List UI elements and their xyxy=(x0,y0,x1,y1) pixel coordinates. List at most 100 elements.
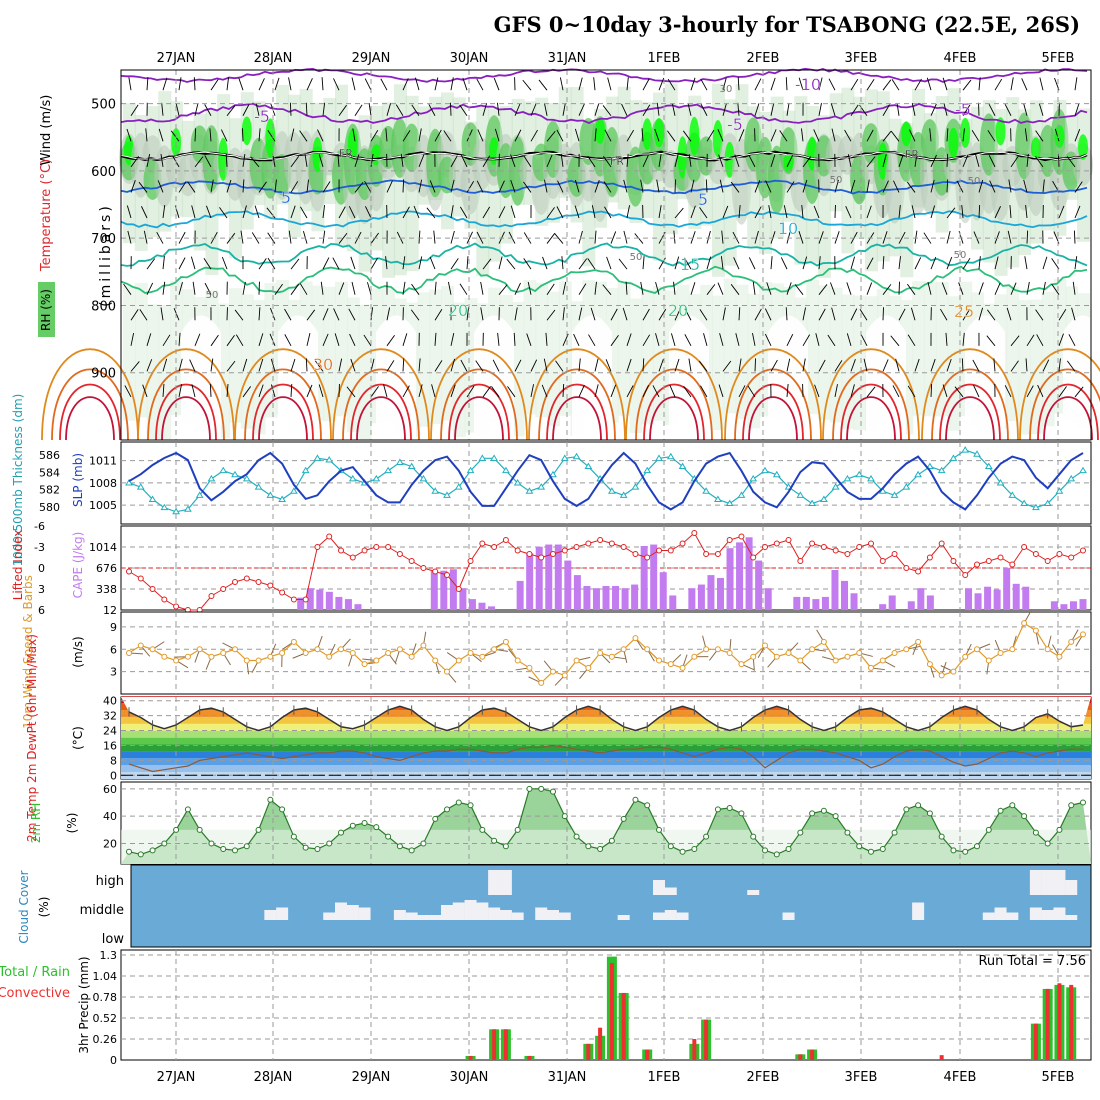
wind-barb xyxy=(988,103,996,116)
rh-shade xyxy=(335,281,348,417)
wind10-tick: 3 xyxy=(110,666,117,679)
wind-barb xyxy=(830,103,836,116)
wind-barb xyxy=(306,384,313,398)
slp-label: SLP (mb) xyxy=(71,453,85,507)
wind-barb xyxy=(754,230,759,244)
cape-bar xyxy=(802,596,810,610)
wind-barb xyxy=(258,333,264,346)
wind-barb xyxy=(258,78,265,91)
thickness-line-point xyxy=(572,452,581,460)
wind-barb xyxy=(930,154,937,168)
wind-barb xyxy=(190,256,196,270)
wind-barb xyxy=(866,156,876,168)
wind10-line-point xyxy=(856,650,863,656)
wind-barb xyxy=(1057,153,1060,167)
wind-barb xyxy=(418,179,423,193)
wind-barb xyxy=(770,129,777,142)
wind-barb xyxy=(786,358,791,372)
wind-barb xyxy=(946,179,949,193)
precip-conv-bar xyxy=(492,1029,497,1060)
temperature-contour xyxy=(161,396,211,441)
wind-barb xyxy=(402,256,406,270)
wind-barb xyxy=(978,77,981,91)
cape-bar xyxy=(707,575,715,610)
wind10-line-point xyxy=(255,657,262,664)
precip-tick: 0 xyxy=(110,1054,117,1067)
wind-barb xyxy=(194,333,201,346)
wind-barb xyxy=(623,230,628,244)
wind-barb xyxy=(699,309,708,321)
rh-shade xyxy=(452,302,466,437)
cloud-bar xyxy=(264,910,277,920)
wind-barb xyxy=(785,77,788,91)
contour-label: FR xyxy=(905,148,919,161)
lifted-index-line-point xyxy=(620,544,627,550)
rh-shade xyxy=(523,279,537,415)
wind-barb xyxy=(1042,256,1048,270)
temp2m-label: 2m Temp 2m DewPt (6hr Min/Max) xyxy=(25,634,39,842)
wind-barb xyxy=(480,307,484,321)
wind-barb xyxy=(752,332,756,346)
thickness-line-point xyxy=(443,491,451,498)
wind-barb xyxy=(418,256,423,270)
wind-barb xyxy=(898,205,901,219)
wind-barb xyxy=(748,257,756,270)
rh-line-point xyxy=(396,843,403,850)
wind-barb xyxy=(866,205,872,219)
wind-barb xyxy=(1008,179,1012,193)
wind10-line-point xyxy=(467,650,474,656)
wind-barb xyxy=(706,130,715,142)
wind-barb xyxy=(146,282,154,295)
contour-label: 20 xyxy=(448,301,468,320)
cape-bar xyxy=(459,588,467,610)
thickness-line-point xyxy=(1020,499,1028,507)
rh-line-point xyxy=(679,848,686,855)
wind-barb xyxy=(973,231,980,244)
thickness-line-point xyxy=(207,474,216,482)
wind10-label: 10m Wind Speed & Barbs xyxy=(21,575,35,729)
thickness-line-point xyxy=(772,470,781,478)
wind-barb xyxy=(626,153,629,167)
rh-contour-label: 50 xyxy=(630,252,643,263)
wind-barb xyxy=(450,230,455,244)
thickness-line xyxy=(128,449,1084,513)
temperature-contour xyxy=(137,348,235,441)
thickness-line-point xyxy=(560,454,569,461)
cape-bar xyxy=(1060,604,1068,610)
wind-barb xyxy=(674,154,679,167)
rh-line-point xyxy=(373,824,380,831)
wind-barb xyxy=(370,129,379,142)
lifted-index-line-point xyxy=(173,603,180,610)
wind-barb xyxy=(578,77,583,91)
wind-barb xyxy=(220,129,228,142)
rh-contour-label: 50 xyxy=(954,250,967,261)
wind-barb xyxy=(737,77,740,91)
lifted-index-line-point xyxy=(667,547,674,554)
wind10-line-point xyxy=(338,646,344,653)
lifted-index-line-point xyxy=(255,579,262,585)
wind-barb xyxy=(350,256,356,270)
lifted-index-line-point xyxy=(797,558,804,564)
wind-barb xyxy=(1066,360,1076,372)
rh-line-point xyxy=(1009,802,1016,809)
rh-shade xyxy=(711,295,725,431)
thickness-tick: 582 xyxy=(39,484,60,497)
wind-barb xyxy=(1042,281,1046,295)
date-label-bottom: 5FEB xyxy=(1042,1070,1075,1085)
wind-barb xyxy=(242,104,250,116)
wind-barb xyxy=(850,179,856,193)
rh2m-label: 2m RH xyxy=(29,803,43,844)
thickness-line-point xyxy=(808,499,816,507)
temp-tick: 8 xyxy=(110,754,117,767)
rh-line-point xyxy=(161,840,168,847)
wind-barb xyxy=(914,358,920,372)
wind-barb xyxy=(688,153,692,167)
rh-line-point xyxy=(985,826,992,833)
wind-barb xyxy=(573,333,580,347)
lifted-index-line-point xyxy=(290,596,297,603)
lifted-index-line-point xyxy=(632,551,639,557)
wind-barb xyxy=(290,383,293,397)
wind-barb xyxy=(434,129,442,142)
temp-band xyxy=(121,744,1091,752)
wind-barb xyxy=(242,358,248,372)
